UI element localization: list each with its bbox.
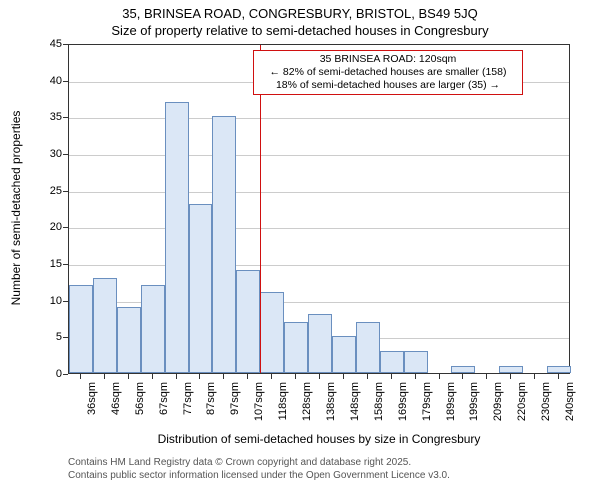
x-tick-label: 36sqm [86,382,98,432]
chart-title-address: 35, BRINSEA ROAD, CONGRESBURY, BRISTOL, … [0,6,600,23]
x-tick-label: 77sqm [182,382,194,432]
y-tick-label: 25 [38,185,62,197]
histogram-bar [69,285,93,373]
y-gridline [69,192,569,193]
x-tick-mark [439,374,440,379]
y-tick-label: 40 [38,75,62,87]
footer-line-2: Contains public sector information licen… [68,469,450,482]
histogram-bar [332,336,356,373]
histogram-bar [308,314,332,373]
histogram-bar [189,204,213,373]
x-tick-label: 220sqm [516,382,528,432]
y-tick-mark [63,227,68,228]
y-tick-mark [63,44,68,45]
x-tick-mark [199,374,200,379]
plot-area: 35 BRINSEA ROAD: 120sqm← 82% of semi-det… [68,44,570,374]
y-tick-label: 20 [38,221,62,233]
x-tick-label: 46sqm [110,382,122,432]
x-tick-mark [486,374,487,379]
x-tick-mark [271,374,272,379]
x-tick-label: 128sqm [301,382,313,432]
x-tick-mark [295,374,296,379]
chart-titles: 35, BRINSEA ROAD, CONGRESBURY, BRISTOL, … [0,6,600,40]
x-tick-label: 87sqm [205,382,217,432]
y-tick-label: 30 [38,148,62,160]
x-tick-label: 230sqm [540,382,552,432]
x-tick-mark [128,374,129,379]
histogram-bar [93,278,117,373]
histogram-bar [165,102,189,373]
histogram-bar [356,322,380,373]
histogram-bar [141,285,165,373]
annotation-line-3: 18% of semi-detached houses are larger (… [260,79,516,92]
histogram-bar [212,116,236,373]
x-tick-label: 189sqm [445,382,457,432]
x-tick-mark [558,374,559,379]
x-tick-label: 169sqm [397,382,409,432]
x-tick-mark [415,374,416,379]
y-tick-label: 15 [38,258,62,270]
y-tick-mark [63,374,68,375]
x-axis-title: Distribution of semi-detached houses by … [68,432,570,446]
x-tick-label: 240sqm [564,382,576,432]
histogram-bar [284,322,308,373]
x-tick-mark [223,374,224,379]
x-tick-label: 138sqm [325,382,337,432]
y-axis-title: Number of semi-detached properties [9,43,23,373]
x-tick-label: 148sqm [349,382,361,432]
x-tick-label: 56sqm [134,382,146,432]
x-tick-label: 67sqm [158,382,170,432]
y-tick-mark [63,191,68,192]
x-tick-mark [247,374,248,379]
attribution-note: Contains HM Land Registry data © Crown c… [68,456,450,482]
footer-line-1: Contains HM Land Registry data © Crown c… [68,456,450,469]
y-tick-mark [63,264,68,265]
y-gridline [69,155,569,156]
x-tick-label: 118sqm [277,382,289,432]
y-tick-label: 45 [38,38,62,50]
x-tick-mark [391,374,392,379]
x-tick-mark [462,374,463,379]
y-tick-label: 0 [38,368,62,380]
y-gridline [69,118,569,119]
x-tick-mark [104,374,105,379]
y-tick-mark [63,337,68,338]
y-tick-mark [63,117,68,118]
x-tick-label: 97sqm [229,382,241,432]
histogram-bar [499,366,523,373]
x-tick-mark [152,374,153,379]
y-tick-label: 35 [38,111,62,123]
x-tick-mark [367,374,368,379]
y-tick-mark [63,81,68,82]
histogram-bar [451,366,475,373]
x-tick-mark [80,374,81,379]
histogram-bar [404,351,428,373]
y-tick-label: 5 [38,331,62,343]
x-tick-mark [510,374,511,379]
x-tick-mark [534,374,535,379]
histogram-bar [260,292,284,373]
y-gridline [69,228,569,229]
chart-title-subtitle: Size of property relative to semi-detach… [0,23,600,40]
y-tick-mark [63,301,68,302]
x-tick-label: 158sqm [373,382,385,432]
y-tick-mark [63,154,68,155]
x-tick-label: 179sqm [421,382,433,432]
annotation-box: 35 BRINSEA ROAD: 120sqm← 82% of semi-det… [253,50,523,95]
histogram-bar [547,366,571,373]
histogram-bar [380,351,404,373]
histogram-bar [117,307,141,373]
x-tick-label: 199sqm [468,382,480,432]
x-tick-label: 209sqm [492,382,504,432]
x-tick-mark [319,374,320,379]
x-tick-label: 107sqm [253,382,265,432]
x-tick-mark [343,374,344,379]
y-gridline [69,265,569,266]
x-tick-mark [176,374,177,379]
y-tick-label: 10 [38,295,62,307]
annotation-line-1: 35 BRINSEA ROAD: 120sqm [260,53,516,66]
annotation-line-2: ← 82% of semi-detached houses are smalle… [260,66,516,79]
histogram-bar [236,270,260,373]
chart-container: 35, BRINSEA ROAD, CONGRESBURY, BRISTOL, … [0,0,600,500]
